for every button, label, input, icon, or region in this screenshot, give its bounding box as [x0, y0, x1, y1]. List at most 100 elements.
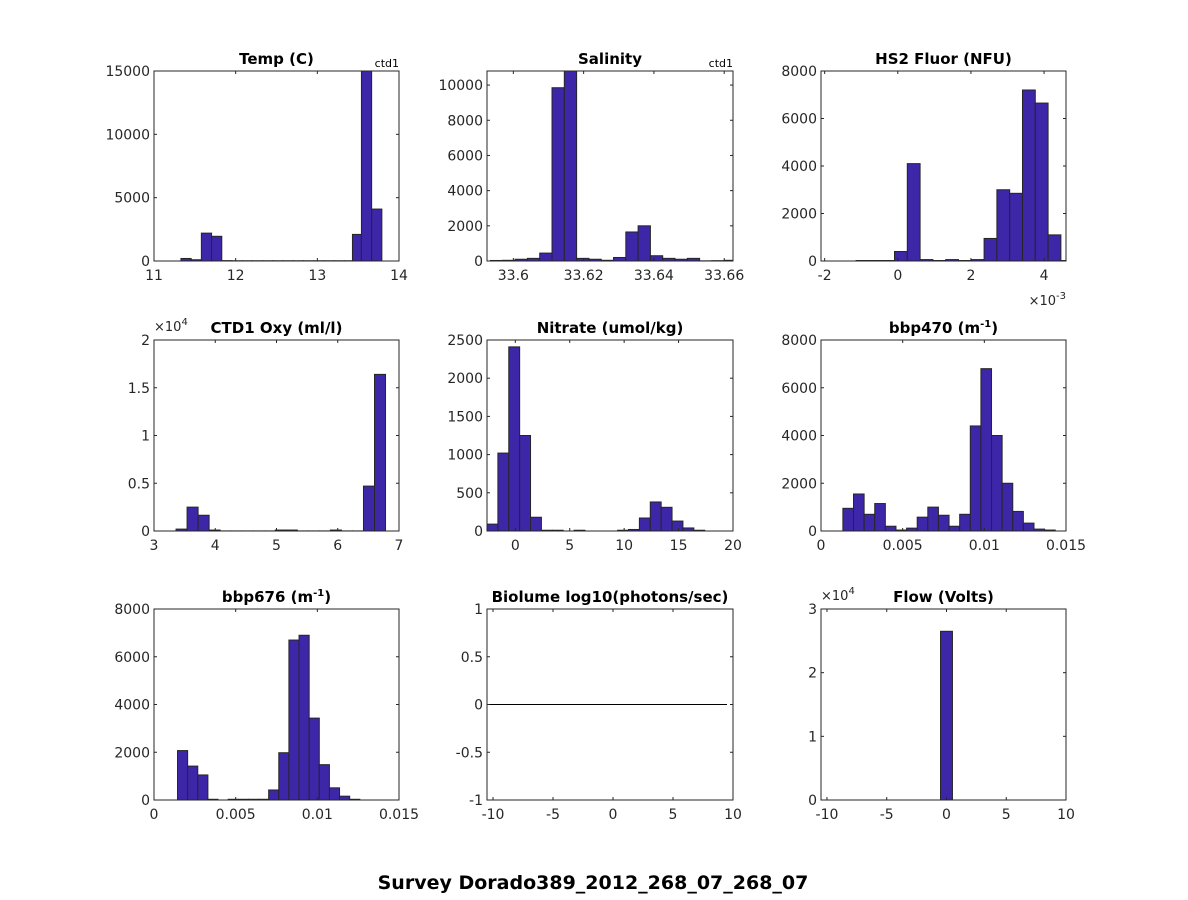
x-tick-label: 0.015 — [1046, 538, 1086, 554]
subplot-nitrate-umol-kg: 0 5 10 15 20 0 500 1000 1500 2000 2500 Nitrate (umo… — [447, 319, 742, 554]
histogram-bar — [649, 255, 664, 261]
subplot-bbp470-m-1: 0 0.005 0.01 0.015 0 2000 4000 6000 8000 bbp470 (… — [781, 319, 1086, 554]
histogram-bar — [1012, 510, 1024, 531]
plot-area — [177, 634, 361, 800]
histogram-bar — [863, 513, 876, 531]
histogram-bar — [906, 163, 921, 261]
y-tick-label: 1 — [474, 602, 483, 618]
x-tick-label: -5 — [880, 807, 894, 823]
x-tick-label: 2 — [966, 268, 975, 284]
histogram-bar — [894, 251, 908, 261]
axes-box — [153, 70, 400, 262]
histogram-bar — [980, 368, 993, 531]
histogram-bar — [1009, 192, 1023, 261]
histogram-bar — [996, 189, 1011, 261]
histogram-bar — [916, 516, 929, 531]
histogram-bar — [371, 208, 383, 261]
plot-area — [940, 630, 953, 800]
y-tick-label: 4000 — [781, 159, 817, 175]
histogram-bar — [339, 795, 351, 800]
y-tick-label: 1000 — [447, 448, 483, 464]
x-tick-label: 0.01 — [302, 807, 333, 823]
subplot-biolume-log10-photons-sec: -10 -5 0 5 10 -1 -0.5 0 0.5 1 Biolume log10(photon… — [456, 588, 742, 823]
x-tick-label: 3 — [150, 538, 159, 554]
x-tick-label: 10 — [1057, 807, 1075, 823]
histogram-bar — [318, 764, 330, 800]
histogram-bar — [874, 503, 886, 531]
subplot-title: CTD1 Oxy (ml/l) — [211, 319, 343, 337]
histogram-bar — [638, 517, 651, 531]
histogram-bar — [937, 514, 950, 531]
y-tick-label: 2000 — [447, 371, 483, 387]
y-tick-label: 5000 — [114, 191, 150, 207]
y-exponent-label: ×104 — [154, 317, 188, 335]
x-tick-label: 14 — [390, 268, 408, 284]
histogram-bar — [200, 232, 213, 261]
x-tick-label: 5 — [669, 807, 678, 823]
x-tick-label: 10 — [615, 538, 633, 554]
y-tick-label: 0 — [141, 793, 150, 809]
axes-box — [153, 339, 400, 532]
x-tick-label: 4 — [1040, 268, 1049, 284]
y-tick-label: -1 — [469, 793, 483, 809]
corner-label: ctd1 — [375, 57, 399, 70]
histogram-bar — [1047, 234, 1062, 261]
histogram-bar — [686, 257, 701, 261]
histogram-bar — [660, 506, 673, 531]
histogram-bar — [519, 435, 532, 531]
histogram-bar — [637, 225, 651, 261]
histogram-bar — [539, 252, 553, 261]
x-tick-label: 13 — [308, 268, 326, 284]
histogram-bar — [360, 71, 373, 261]
y-tick-label: 0 — [474, 254, 483, 270]
histogram-bar — [1034, 102, 1049, 261]
x-tick-label: 0 — [511, 538, 520, 554]
y-tick-label: 0 — [808, 524, 817, 540]
histogram-bar — [288, 639, 300, 800]
subplot-title: HS2 Fluor (NFU) — [875, 50, 1012, 68]
subplot-title: Nitrate (umol/kg) — [537, 319, 684, 337]
histogram-bar — [551, 87, 565, 261]
y-tick-label: 8000 — [114, 602, 150, 618]
y-tick-label: 2 — [141, 333, 150, 349]
histogram-bar — [211, 235, 223, 261]
histogram-bar — [991, 435, 1003, 531]
y-tick-label: 4000 — [114, 698, 150, 714]
x-tick-label: 12 — [227, 268, 245, 284]
subplot-flow-volts: -10 -5 0 5 10 0 1 2 3 Flow (Volts) ×104 — [808, 586, 1075, 823]
x-tick-label: 7 — [395, 538, 404, 554]
y-tick-label: 2000 — [781, 476, 817, 492]
histogram-bar — [487, 523, 499, 531]
x-tick-label: 0.015 — [379, 807, 419, 823]
histogram-bar — [497, 452, 510, 531]
histogram-bar — [969, 425, 982, 531]
x-tick-label: 5 — [272, 538, 281, 554]
plot-area — [180, 71, 383, 261]
histogram-bar — [983, 237, 998, 261]
plot-area — [490, 71, 733, 261]
axes-box — [486, 339, 734, 532]
histogram-bar — [1001, 482, 1014, 531]
histogram-bar — [362, 485, 376, 531]
x-tick-label: 15 — [670, 538, 688, 554]
y-tick-label: 0 — [141, 254, 150, 270]
histogram-bar — [328, 787, 341, 800]
histogram-bar — [625, 231, 639, 261]
histogram-bar — [308, 717, 320, 800]
x-tick-label: 0.005 — [216, 807, 256, 823]
x-tick-label: 33.62 — [564, 268, 604, 284]
y-tick-label: 6000 — [781, 381, 817, 397]
histogram-bar — [613, 256, 627, 261]
y-tick-label: 6000 — [781, 112, 817, 128]
histogram-bar — [197, 514, 210, 531]
histogram-bar — [959, 513, 971, 531]
x-tick-label: 0 — [942, 807, 951, 823]
x-tick-label: -2 — [818, 268, 832, 284]
histogram-bar — [177, 750, 189, 800]
subplot-title: Flow (Volts) — [893, 588, 994, 606]
histogram-bar — [563, 71, 578, 261]
histogram-bar — [351, 233, 362, 261]
y-tick-label: 1 — [808, 729, 817, 745]
